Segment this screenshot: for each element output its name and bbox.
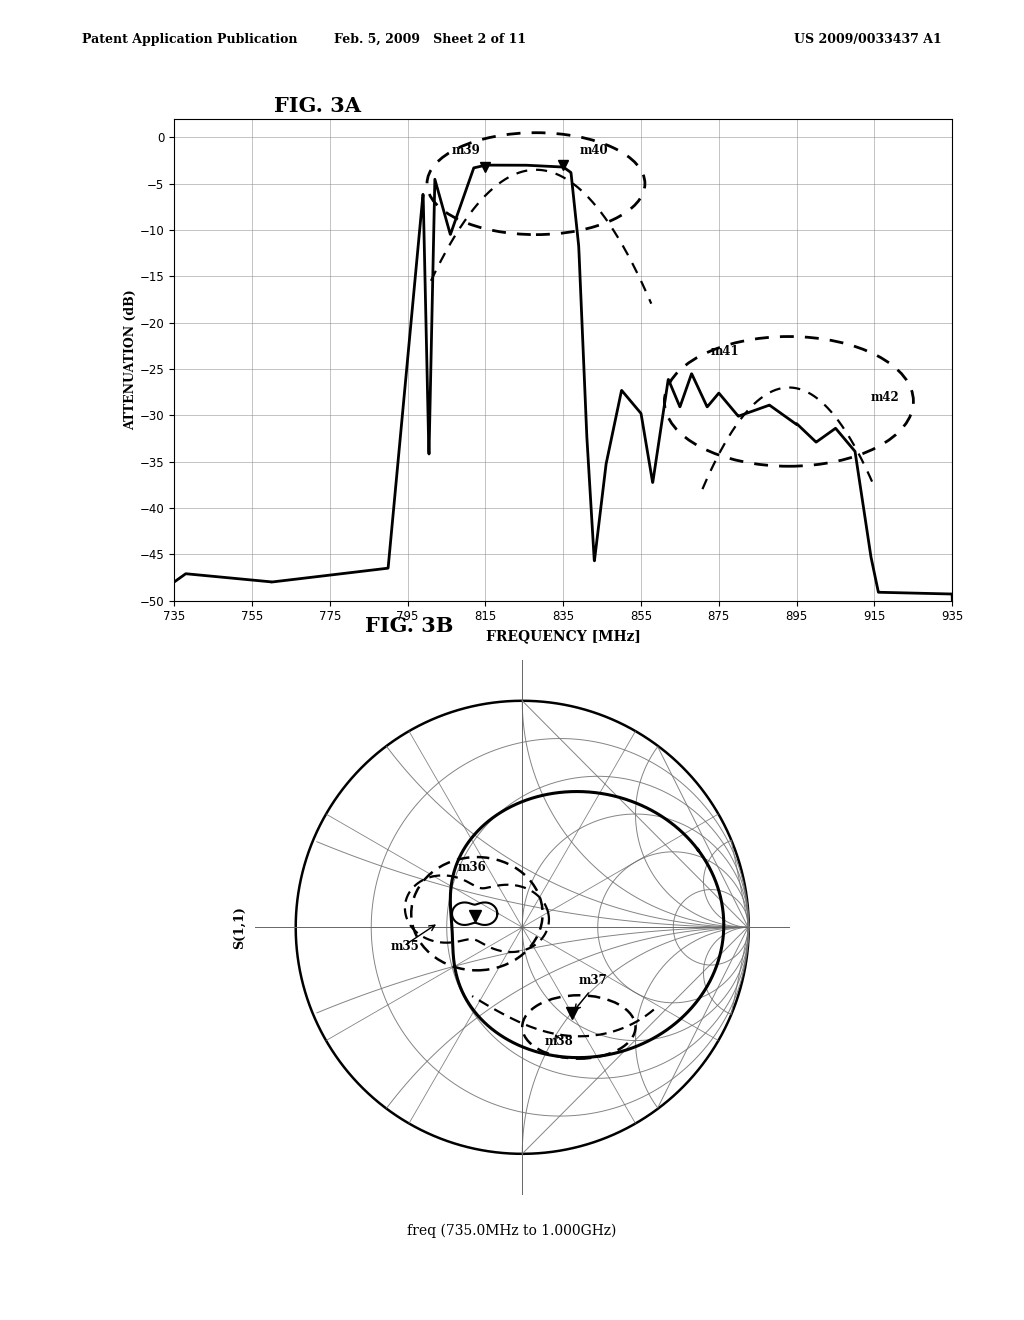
Text: m36: m36 [458, 861, 486, 874]
Text: Patent Application Publication: Patent Application Publication [82, 33, 297, 46]
Text: m40: m40 [580, 144, 608, 157]
Text: FIG. 3B: FIG. 3B [366, 616, 454, 636]
Text: FIG. 3A: FIG. 3A [274, 96, 360, 116]
Text: freq (735.0MHz to 1.000GHz): freq (735.0MHz to 1.000GHz) [408, 1224, 616, 1238]
Text: m37: m37 [579, 974, 607, 987]
Text: S(1,1): S(1,1) [232, 906, 246, 949]
Text: Feb. 5, 2009   Sheet 2 of 11: Feb. 5, 2009 Sheet 2 of 11 [334, 33, 526, 46]
Text: m42: m42 [870, 392, 899, 404]
Text: m41: m41 [711, 345, 739, 358]
Text: m35: m35 [391, 940, 420, 953]
Text: m38: m38 [545, 1035, 573, 1048]
Y-axis label: ATTENUATION (dB): ATTENUATION (dB) [124, 289, 137, 430]
Text: US 2009/0033437 A1: US 2009/0033437 A1 [795, 33, 942, 46]
X-axis label: FREQUENCY [MHz]: FREQUENCY [MHz] [485, 628, 641, 643]
Text: m39: m39 [452, 144, 480, 157]
